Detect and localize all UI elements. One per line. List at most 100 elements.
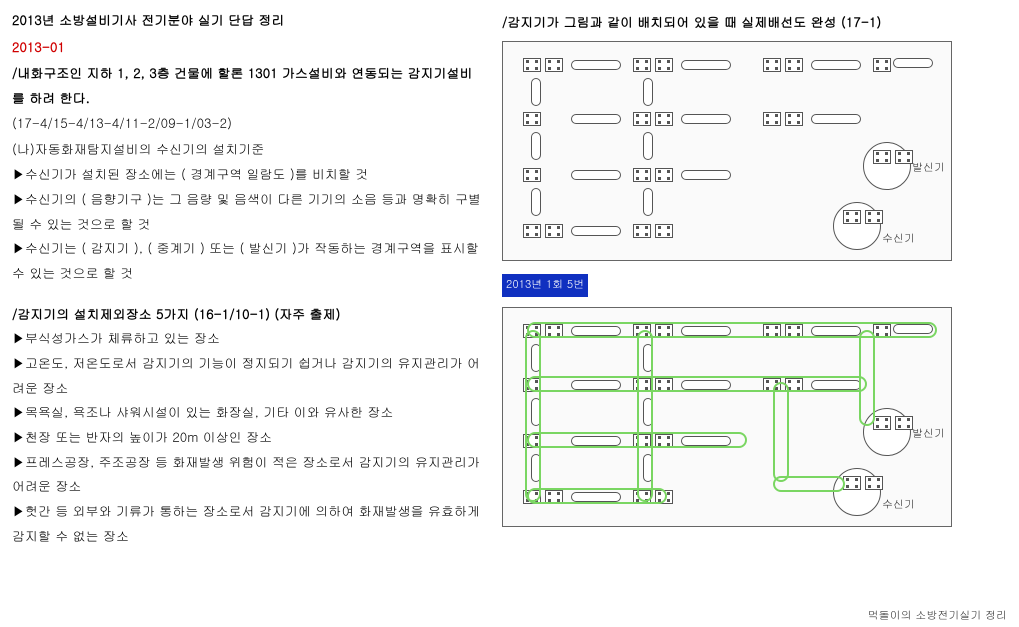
section1-bullet2: ▶수신기의 ( 음향기구 )는 그 음량 및 음색이 다른 기기의 소음 등과 … xyxy=(12,187,482,236)
tube-icon xyxy=(681,380,731,390)
tube-icon xyxy=(643,132,653,160)
tube-icon xyxy=(643,188,653,216)
detector-icon xyxy=(865,210,883,224)
section1-ref: (17-4/15-4/13-4/11-2/09-1/03-2) xyxy=(12,111,482,136)
detector-icon xyxy=(865,476,883,490)
detector-icon xyxy=(655,490,673,504)
tube-icon xyxy=(643,398,653,426)
tube-icon xyxy=(531,398,541,426)
detector-icon xyxy=(545,58,563,72)
detector-icon xyxy=(633,378,651,392)
right-heading: /감지기가 그림과 같이 배치되어 있을 때 실제배선도 완성 (17-1) xyxy=(502,10,999,35)
detector-icon xyxy=(763,58,781,72)
section1-heading: /내화구조인 지하 1, 2, 3층 건물에 할론 1301 가스설비와 연동되… xyxy=(12,61,482,110)
detector-icon xyxy=(523,490,541,504)
detector-icon xyxy=(633,112,651,126)
detector-icon xyxy=(873,150,891,164)
detector-icon xyxy=(633,324,651,338)
tube-icon xyxy=(571,60,621,70)
exam-number: 2013-01 xyxy=(12,35,482,60)
tube-icon xyxy=(571,436,621,446)
detector-icon xyxy=(523,58,541,72)
detector-icon xyxy=(655,434,673,448)
detector-icon xyxy=(633,224,651,238)
section1-bullet1: ▶수신기가 설치된 장소에는 ( 경계구역 일람도 )를 비치할 것 xyxy=(12,162,482,187)
tube-icon xyxy=(643,78,653,106)
detector-icon xyxy=(545,490,563,504)
tube-icon xyxy=(531,188,541,216)
left-column: 2013년 소방설비기사 전기분야 실기 단답 정리 2013-01 /내화구조… xyxy=(12,8,502,623)
section2-bullet4: ▶천장 또는 반자의 높이가 20m 이상인 장소 xyxy=(12,425,482,450)
tube-icon xyxy=(681,326,731,336)
tube-icon xyxy=(811,326,861,336)
section2-bullet6: ▶헛간 등 외부와 기류가 통하는 장소로서 감지기에 의하여 화재발생을 유효… xyxy=(12,499,482,548)
tube-icon xyxy=(811,380,861,390)
tube-icon xyxy=(811,60,861,70)
tube-icon xyxy=(531,132,541,160)
detector-icon xyxy=(785,378,803,392)
tube-icon xyxy=(681,114,731,124)
label-receiver: 수신기 xyxy=(882,229,915,250)
detector-icon xyxy=(633,168,651,182)
detector-icon xyxy=(523,434,541,448)
detector-icon xyxy=(873,416,891,430)
detector-icon xyxy=(633,490,651,504)
detector-icon xyxy=(655,324,673,338)
tube-icon xyxy=(571,380,621,390)
right-column: /감지기가 그림과 같이 배치되어 있을 때 실제배선도 완성 (17-1) 발… xyxy=(502,8,999,623)
exam-highlight-bar: 2013년 1회 5번 xyxy=(502,274,588,297)
tube-icon xyxy=(893,58,933,68)
detector-icon xyxy=(895,150,913,164)
detector-icon xyxy=(655,378,673,392)
section2-bullet1: ▶부식성가스가 체류하고 있는 장소 xyxy=(12,326,482,351)
detector-icon xyxy=(633,434,651,448)
label-transmitter: 발신기 xyxy=(912,158,945,179)
section1-sub: (나)자동화재탐지설비의 수신기의 설치기준 xyxy=(12,137,482,162)
detector-icon xyxy=(523,378,541,392)
section2-bullet5: ▶프레스공장, 주조공장 등 화재발생 위험이 적은 장소로서 감지기의 유지관… xyxy=(12,450,482,499)
detector-icon xyxy=(655,58,673,72)
figure-layout-diagram: 발신기 수신기 xyxy=(502,41,952,261)
tube-icon xyxy=(531,78,541,106)
section2-heading: /감지기의 설치제외장소 5가지 (16-1/10-1) (자주 출제) xyxy=(12,302,482,327)
detector-icon xyxy=(655,112,673,126)
section2-bullet2: ▶고온도, 저온도로서 감지기의 기능이 정지되기 쉽거나 감지기의 유지관리가… xyxy=(12,351,482,400)
detector-icon xyxy=(655,168,673,182)
detector-icon xyxy=(895,416,913,430)
detector-icon xyxy=(545,224,563,238)
footer-credit: 먹돌이의 소방전기실기 정리 xyxy=(868,608,1007,623)
tube-icon xyxy=(571,170,621,180)
detector-icon xyxy=(633,58,651,72)
detector-icon xyxy=(545,324,563,338)
detector-icon xyxy=(763,324,781,338)
tube-icon xyxy=(571,226,621,236)
detector-icon xyxy=(523,324,541,338)
tube-icon xyxy=(571,492,621,502)
label-receiver-2: 수신기 xyxy=(882,495,915,516)
wire-segment xyxy=(773,382,789,482)
doc-title: 2013년 소방설비기사 전기분야 실기 단답 정리 xyxy=(12,8,482,33)
detector-icon xyxy=(873,324,891,338)
detector-icon xyxy=(763,378,781,392)
detector-icon xyxy=(523,168,541,182)
tube-icon xyxy=(531,454,541,482)
detector-icon xyxy=(523,112,541,126)
tube-icon xyxy=(893,324,933,334)
tube-icon xyxy=(643,454,653,482)
tube-icon xyxy=(643,344,653,372)
detector-icon xyxy=(785,58,803,72)
detector-icon xyxy=(763,112,781,126)
section1-bullet3: ▶수신기는 ( 감지기 ), ( 중계기 ) 또는 ( 발신기 )가 작동하는 … xyxy=(12,236,482,285)
tube-icon xyxy=(571,326,621,336)
label-transmitter-2: 발신기 xyxy=(912,424,945,445)
detector-icon xyxy=(785,112,803,126)
detector-icon xyxy=(655,224,673,238)
tube-icon xyxy=(811,114,861,124)
detector-icon xyxy=(843,210,861,224)
tube-icon xyxy=(681,170,731,180)
detector-icon xyxy=(785,324,803,338)
section2-bullet3: ▶목욕실, 욕조나 샤워시설이 있는 화장실, 기타 이와 유사한 장소 xyxy=(12,400,482,425)
tube-icon xyxy=(681,436,731,446)
detector-icon xyxy=(873,58,891,72)
tube-icon xyxy=(681,60,731,70)
